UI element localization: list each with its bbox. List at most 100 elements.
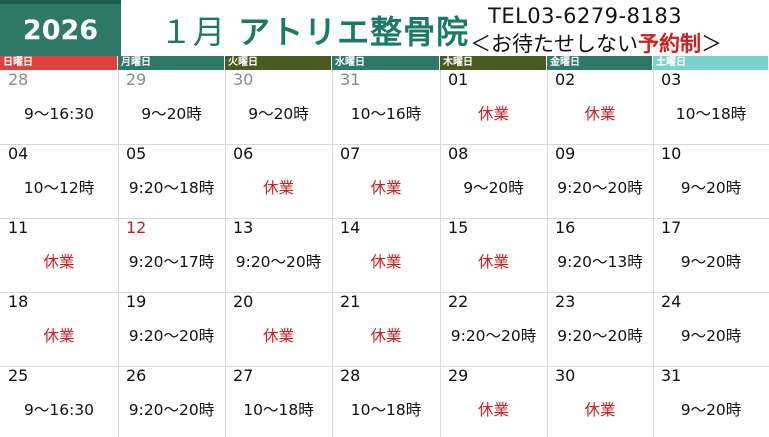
day-cell: 11 休業	[0, 218, 118, 292]
weekday-header-3: 水曜日	[332, 56, 439, 70]
day-number: 04	[8, 144, 29, 163]
day-number: 11	[8, 218, 29, 237]
day-number: 06	[233, 144, 254, 163]
business-hours: 9～20時	[463, 179, 524, 197]
day-number: 29	[126, 70, 147, 89]
day-cell: 03 10～18時	[653, 70, 769, 144]
day-cell: 10 9～20時	[653, 144, 769, 218]
business-hours: 9～20時	[680, 179, 742, 197]
closed-label: 休業	[584, 105, 616, 123]
day-cell: 16 9:20～13時	[547, 218, 653, 292]
closed-label: 休業	[262, 327, 294, 345]
weekday-header-row: 日曜日 月曜日 火曜日 水曜日 木曜日 金曜日 土曜日	[0, 56, 769, 70]
weekday-header-4: 木曜日	[440, 56, 546, 70]
day-cell: 15 休業	[440, 218, 547, 292]
day-number: 15	[448, 218, 469, 237]
day-cell: 29 9～20時	[118, 70, 225, 144]
day-number: 27	[233, 366, 254, 385]
day-number: 05	[126, 144, 147, 163]
reservation-policy: ＜お待たせしない予約制＞	[470, 28, 722, 58]
day-cell: 23 9:20～20時	[547, 292, 653, 366]
business-hours: 10～18時	[243, 401, 314, 419]
day-cell: 17 9～20時	[653, 218, 769, 292]
day-number: 07	[340, 144, 361, 163]
day-number: 03	[661, 70, 682, 89]
weekday-header-6: 土曜日	[653, 56, 768, 70]
business-hours: 9:20～20時	[235, 253, 322, 271]
business-hours: 9:20～20時	[128, 327, 215, 345]
grid-divider	[0, 366, 769, 367]
day-cell: 25 9～16:30	[0, 366, 118, 437]
day-cell: 29 休業	[440, 366, 547, 437]
grid-divider	[225, 70, 226, 437]
day-cell: 19 9:20～20時	[118, 292, 225, 366]
business-hours: 9～20時	[141, 105, 202, 123]
day-number: 12	[126, 218, 147, 237]
day-cell: 07 休業	[332, 144, 440, 218]
day-number: 31	[340, 70, 361, 89]
clinic-name: アトリエ整骨院	[238, 13, 470, 51]
grid-divider	[0, 144, 769, 145]
business-hours: 9:20～20時	[128, 401, 215, 419]
day-number: 14	[340, 218, 361, 237]
day-number: 08	[448, 144, 469, 163]
closed-label: 休業	[43, 253, 75, 271]
day-cell: 31 10～16時	[332, 70, 440, 144]
day-number: 28	[340, 366, 361, 385]
grid-divider	[0, 218, 769, 219]
closed-label: 休業	[584, 401, 616, 419]
closed-label: 休業	[43, 327, 75, 345]
business-hours: 9:20～13時	[557, 253, 643, 271]
closed-label: 休業	[370, 327, 402, 345]
grid-divider	[653, 70, 654, 437]
day-cell: 09 9:20～20時	[547, 144, 653, 218]
grid-divider	[332, 70, 333, 437]
day-number: 20	[233, 292, 254, 311]
day-cell: 08 9～20時	[440, 144, 547, 218]
calendar-grid: 28 9～16:30 29 9～20時 30 9～20時 31 10～16時 01 休業 02 休業 0…	[0, 70, 769, 437]
policy-suffix: ＞	[701, 32, 722, 56]
day-cell: 14 休業	[332, 218, 440, 292]
day-number: 24	[661, 292, 682, 311]
business-hours: 9～20時	[680, 253, 742, 271]
day-number: 02	[555, 70, 576, 89]
business-hours: 10～18時	[675, 105, 747, 123]
day-number: 09	[555, 144, 576, 163]
day-number: 19	[126, 292, 147, 311]
day-number: 01	[448, 70, 469, 89]
day-number: 25	[8, 366, 29, 385]
closed-label: 休業	[477, 401, 509, 419]
closed-label: 休業	[370, 253, 402, 271]
day-cell: 01 休業	[440, 70, 547, 144]
day-number: 16	[555, 218, 576, 237]
weekday-header-0: 日曜日	[0, 56, 117, 70]
day-number: 31	[661, 366, 682, 385]
day-number: 30	[555, 366, 576, 385]
grid-divider	[118, 70, 119, 437]
page-title: １月 アトリエ整骨院	[160, 7, 469, 53]
day-cell: 13 9:20～20時	[225, 218, 332, 292]
grid-divider	[0, 292, 769, 293]
phone-number: TEL03-6279-8183	[488, 4, 683, 28]
business-hours: 10～16時	[350, 105, 422, 123]
day-number: 22	[448, 292, 469, 311]
month-label: １月	[160, 13, 227, 51]
day-cell: 21 休業	[332, 292, 440, 366]
day-number: 23	[555, 292, 576, 311]
business-hours: 9:20～18時	[128, 179, 215, 197]
day-cell: 31 9～20時	[653, 366, 769, 437]
day-cell: 04 10～12時	[0, 144, 118, 218]
business-hours: 10～12時	[23, 179, 95, 197]
day-number: 13	[233, 218, 254, 237]
weekday-header-5: 金曜日	[547, 56, 652, 70]
day-cell: 12 9:20～17時	[118, 218, 225, 292]
business-hours: 9～16:30	[23, 105, 95, 123]
day-number: 28	[8, 70, 29, 89]
day-cell: 18 休業	[0, 292, 118, 366]
day-cell: 28 10～18時	[332, 366, 440, 437]
business-hours: 9～20時	[680, 327, 742, 345]
business-hours: 9:20～20時	[557, 179, 643, 197]
day-number: 17	[661, 218, 682, 237]
day-number: 30	[233, 70, 254, 89]
day-number: 10	[661, 144, 682, 163]
